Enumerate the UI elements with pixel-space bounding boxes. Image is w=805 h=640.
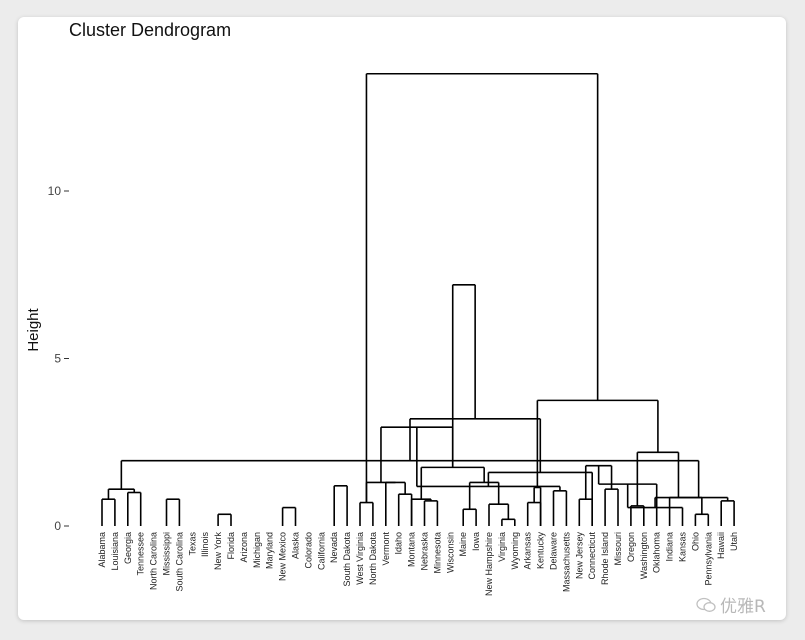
leaf-label: Hawaii [716, 532, 726, 559]
leaf-label: Minnesota [432, 532, 442, 574]
leaf-label: Maryland [265, 532, 275, 569]
leaf-label: Montana [407, 532, 417, 567]
leaf-label: New Hampshire [484, 532, 494, 596]
leaf-label: Kentucky [536, 532, 546, 570]
leaf-label: New Mexico [278, 532, 288, 581]
leaf-label: Oregon [626, 532, 636, 562]
leaf-label: Michigan [252, 532, 262, 568]
leaf-label: West Virginia [355, 532, 365, 585]
leaf-label: Pennsylvania [703, 532, 713, 586]
leaf-labels: Alabama Louisiana Georgia Tennessee North Ca… [97, 532, 739, 597]
leaf-label: Missouri [613, 532, 623, 566]
leaf-label: Wyoming [510, 532, 520, 569]
leaf-label: Texas [187, 532, 197, 556]
leaf-label: Nebraska [420, 532, 430, 571]
leaf-label: North Carolina [149, 532, 159, 590]
leaf-label: California [316, 532, 326, 570]
leaf-label: Iowa [471, 532, 481, 551]
leaf-label: Alaska [291, 532, 301, 559]
leaf-label: Idaho [394, 532, 404, 555]
leaf-label: Virginia [497, 532, 507, 562]
leaf-label: Mississippi [162, 532, 172, 576]
leaf-label: Utah [729, 532, 739, 551]
leaf-label: Arizona [239, 532, 249, 563]
y-axis: 0 5 10 [48, 184, 69, 533]
leaf-label: New York [213, 532, 223, 571]
leaf-label: Washington [639, 532, 649, 579]
y-axis-label: Height [25, 307, 42, 351]
leaf-label: Delaware [549, 532, 559, 570]
chart-card [18, 17, 786, 620]
leaf-label: Wisconsin [445, 532, 455, 573]
y-tick-label: 0 [54, 519, 61, 533]
dendrogram-branches [101, 72, 735, 526]
leaf-label: Rhode Island [600, 532, 610, 585]
leaf-label: Georgia [123, 532, 133, 564]
leaf-label: Florida [226, 532, 236, 560]
watermark: 优雅R [696, 592, 766, 617]
leaf-label: Indiana [665, 532, 675, 562]
leaf-label: Connecticut [587, 532, 597, 580]
leaf-label: Vermont [381, 532, 391, 566]
leaf-label: Ohio [690, 532, 700, 551]
leaf-label: Kansas [678, 532, 688, 563]
leaf-label: Massachusetts [561, 532, 571, 593]
leaf-label: Alabama [97, 532, 107, 568]
leaf-label: Oklahoma [652, 532, 662, 573]
chart-title: Cluster Dendrogram [69, 20, 232, 40]
leaf-label: South Dakota [342, 532, 352, 587]
leaf-label: Arkansas [523, 532, 533, 570]
leaf-label: Maine [458, 532, 468, 557]
leaf-label: Nevada [329, 532, 339, 563]
leaf-label: Tennessee [136, 532, 146, 576]
y-tick-label: 5 [54, 352, 61, 366]
leaf-label: North Dakota [368, 532, 378, 585]
leaf-label: Colorado [303, 532, 313, 569]
leaf-label: South Carolina [174, 532, 184, 592]
y-tick-label: 10 [48, 184, 62, 198]
wechat-bubble-icon [696, 597, 716, 612]
watermark-text: 优雅R [720, 597, 766, 617]
leaf-label: Illinois [200, 532, 210, 558]
leaf-label: Louisiana [110, 532, 120, 571]
leaf-label: New Jersey [574, 532, 584, 580]
